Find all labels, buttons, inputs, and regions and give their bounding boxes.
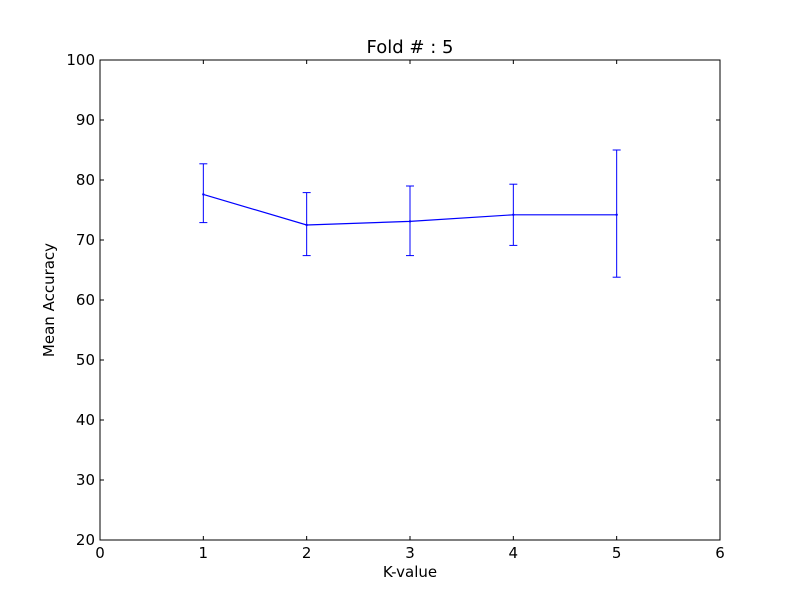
y-tick-label: 90 xyxy=(76,111,95,129)
ticks-layer: 0 1 2 3 4 5 6 20 30 40 50 60 70 80 90 100 xyxy=(66,51,724,562)
x-tick-label: 2 xyxy=(302,544,312,562)
x-tick-label: 6 xyxy=(715,544,725,562)
y-tick-label: 60 xyxy=(76,291,95,309)
data-point xyxy=(512,213,515,216)
x-axis-label: K-value xyxy=(383,563,437,581)
data-point xyxy=(305,223,308,227)
data-point xyxy=(615,213,618,216)
plot-area xyxy=(100,60,720,540)
y-axis-label: Mean Accuracy xyxy=(40,243,58,357)
data-point xyxy=(202,193,205,196)
y-tick-label: 70 xyxy=(76,231,95,249)
y-tick-label: 100 xyxy=(66,51,95,69)
chart-title: Fold # : 5 xyxy=(367,37,454,58)
y-tick-label: 80 xyxy=(76,171,95,189)
line-layer xyxy=(202,193,618,227)
data-point xyxy=(408,220,412,223)
x-tick-label: 4 xyxy=(509,544,519,562)
y-tick-label: 40 xyxy=(76,411,95,429)
x-tick-label: 5 xyxy=(612,544,622,562)
y-tick-label: 50 xyxy=(76,351,95,369)
x-tick-label: 3 xyxy=(405,544,415,562)
x-tick-label: 1 xyxy=(199,544,209,562)
x-tick-label: 0 xyxy=(95,544,105,562)
y-tick-label: 30 xyxy=(76,471,95,489)
y-tick-label: 20 xyxy=(76,531,95,549)
plot-frame xyxy=(99,59,721,541)
